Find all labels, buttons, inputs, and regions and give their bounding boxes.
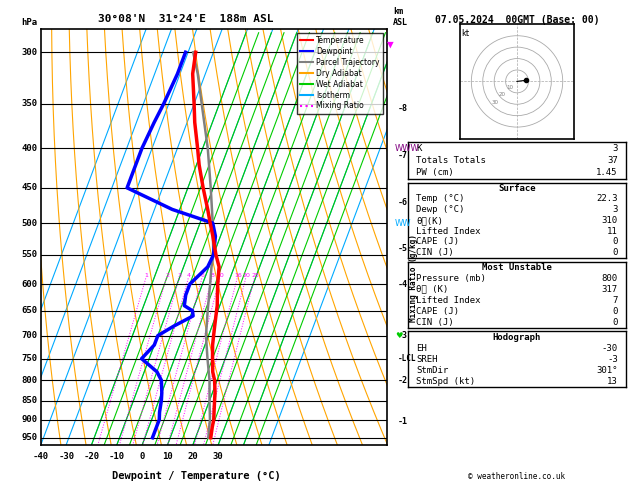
Text: 2: 2 (165, 273, 169, 278)
Text: 13: 13 (607, 377, 618, 386)
Text: 16: 16 (234, 273, 242, 278)
Text: 310: 310 (601, 216, 618, 225)
Text: -40: -40 (33, 452, 49, 461)
Text: 400: 400 (21, 144, 38, 153)
Text: 0: 0 (140, 452, 145, 461)
Text: CAPE (J): CAPE (J) (416, 238, 459, 246)
Text: -6: -6 (398, 198, 408, 207)
Text: -8: -8 (398, 104, 408, 113)
Text: 10: 10 (506, 85, 513, 90)
Text: 800: 800 (601, 274, 618, 283)
Text: 7: 7 (613, 295, 618, 305)
Text: 0: 0 (613, 238, 618, 246)
Text: Lifted Index: Lifted Index (416, 226, 481, 236)
Text: 550: 550 (21, 250, 38, 260)
Text: 0: 0 (613, 307, 618, 316)
Text: θᴄ(K): θᴄ(K) (416, 216, 443, 225)
Text: Pressure (mb): Pressure (mb) (416, 274, 486, 283)
Text: WW: WW (395, 219, 411, 227)
Text: 4: 4 (187, 273, 191, 278)
Text: km
ASL: km ASL (393, 7, 408, 27)
Text: -1: -1 (398, 417, 408, 426)
Text: 800: 800 (21, 376, 38, 385)
Text: -5: -5 (398, 244, 408, 253)
Text: 20: 20 (499, 92, 506, 97)
Text: -30: -30 (601, 344, 618, 353)
Text: 750: 750 (21, 354, 38, 363)
Text: 3: 3 (177, 273, 182, 278)
Text: 0: 0 (613, 248, 618, 257)
Text: 30: 30 (491, 100, 498, 104)
Text: 600: 600 (21, 279, 38, 289)
Text: 20: 20 (187, 452, 198, 461)
Text: 317: 317 (601, 285, 618, 294)
Text: Most Unstable: Most Unstable (482, 263, 552, 272)
Legend: Temperature, Dewpoint, Parcel Trajectory, Dry Adiabat, Wet Adiabat, Isotherm, Mi: Temperature, Dewpoint, Parcel Trajectory… (297, 33, 383, 114)
Text: SREH: SREH (416, 355, 438, 364)
Text: 10: 10 (162, 452, 173, 461)
Text: 30°08'N  31°24'E  188m ASL: 30°08'N 31°24'E 188m ASL (98, 14, 274, 24)
Text: 30: 30 (213, 452, 224, 461)
Text: -LCL: -LCL (398, 354, 416, 363)
Text: 10: 10 (216, 273, 225, 278)
Text: Lifted Index: Lifted Index (416, 295, 481, 305)
Text: WWW: WWW (395, 144, 420, 153)
Text: CAPE (J): CAPE (J) (416, 307, 459, 316)
Text: 1: 1 (145, 273, 148, 278)
Text: ▼: ▼ (387, 40, 394, 50)
Text: 950: 950 (21, 433, 38, 442)
Text: K: K (416, 144, 421, 153)
Text: ♥: ♥ (395, 331, 403, 340)
Text: -7: -7 (398, 151, 408, 159)
Text: Mixing Ratio (g/kg): Mixing Ratio (g/kg) (409, 235, 418, 322)
Text: 20: 20 (242, 273, 250, 278)
Text: CIN (J): CIN (J) (416, 317, 454, 327)
Text: 350: 350 (21, 99, 38, 108)
Text: 0: 0 (613, 317, 618, 327)
Text: kt: kt (461, 29, 469, 38)
Text: Temp (°C): Temp (°C) (416, 194, 465, 203)
Text: -20: -20 (84, 452, 99, 461)
Text: StmSpd (kt): StmSpd (kt) (416, 377, 476, 386)
Text: Hodograph: Hodograph (493, 332, 541, 342)
Text: θᴄ (K): θᴄ (K) (416, 285, 448, 294)
Text: PW (cm): PW (cm) (416, 168, 454, 177)
Text: 37: 37 (607, 156, 618, 165)
Text: 300: 300 (21, 48, 38, 57)
Text: Totals Totals: Totals Totals (416, 156, 486, 165)
Text: 11: 11 (607, 226, 618, 236)
Text: hPa: hPa (21, 17, 38, 27)
Text: -3: -3 (398, 331, 408, 340)
Text: -4: -4 (398, 279, 408, 289)
Text: -2: -2 (398, 376, 408, 385)
Text: 3: 3 (613, 205, 618, 214)
Text: 1.45: 1.45 (596, 168, 618, 177)
Text: 850: 850 (21, 396, 38, 405)
Text: -3: -3 (607, 355, 618, 364)
Text: 8: 8 (211, 273, 214, 278)
Text: -10: -10 (109, 452, 125, 461)
Text: 25: 25 (251, 273, 259, 278)
Text: StmDir: StmDir (416, 366, 448, 375)
Text: 500: 500 (21, 219, 38, 227)
Text: Dewpoint / Temperature (°C): Dewpoint / Temperature (°C) (112, 471, 281, 482)
Text: 700: 700 (21, 331, 38, 340)
Text: 6: 6 (201, 273, 204, 278)
Text: Dewp (°C): Dewp (°C) (416, 205, 465, 214)
Text: 650: 650 (21, 306, 38, 315)
Text: 3: 3 (613, 144, 618, 153)
Text: EH: EH (416, 344, 427, 353)
Text: 900: 900 (21, 415, 38, 424)
Text: CIN (J): CIN (J) (416, 248, 454, 257)
Text: Surface: Surface (498, 184, 536, 192)
Text: 22.3: 22.3 (596, 194, 618, 203)
Text: -30: -30 (58, 452, 74, 461)
Text: 450: 450 (21, 183, 38, 192)
Text: 07.05.2024  00GMT (Base: 00): 07.05.2024 00GMT (Base: 00) (435, 15, 599, 25)
Text: © weatheronline.co.uk: © weatheronline.co.uk (469, 472, 565, 481)
Text: 301°: 301° (596, 366, 618, 375)
